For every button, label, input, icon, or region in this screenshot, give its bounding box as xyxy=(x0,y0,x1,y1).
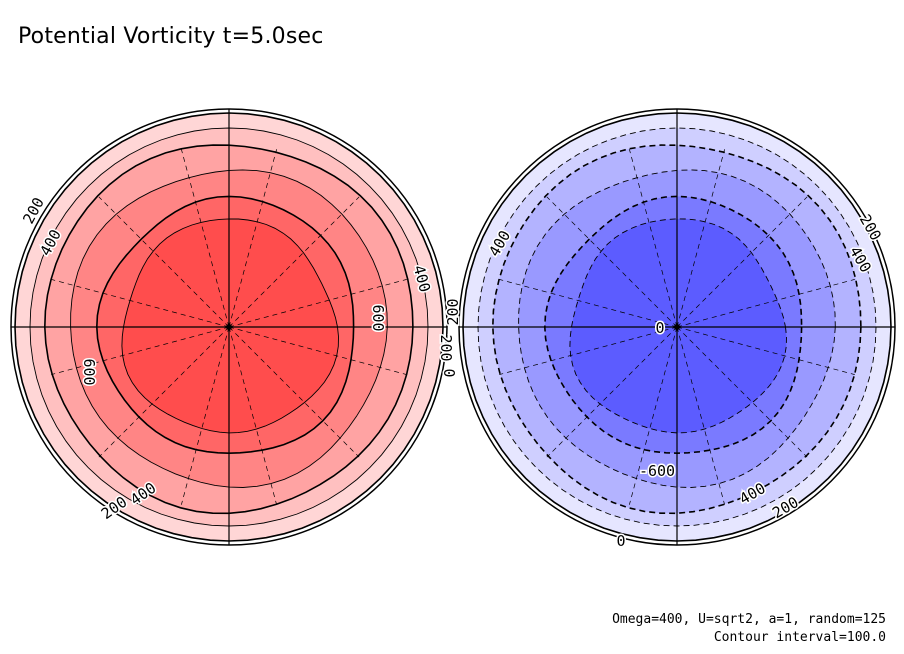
meridian-line xyxy=(676,326,725,505)
meridian-line xyxy=(228,326,277,505)
meridian-line xyxy=(629,149,678,328)
meridian-line xyxy=(676,149,725,328)
pole-marker xyxy=(674,324,680,330)
contour-interval-note: Contour interval=100.0 xyxy=(713,630,886,645)
figure-title: Potential Vorticity t=5.0sec xyxy=(18,24,324,49)
meridian-line xyxy=(228,279,407,328)
north-contour-label: 400 xyxy=(410,263,434,294)
contour-line-5 xyxy=(569,218,787,434)
meridian-line xyxy=(98,196,230,328)
south-contour-label: 200 xyxy=(444,298,462,325)
south-contour-label: -600 xyxy=(639,462,675,480)
contour-line-3 xyxy=(518,169,836,488)
south-contour-label: 0 xyxy=(441,368,459,377)
meridian-line xyxy=(181,149,230,328)
meridian-line xyxy=(499,326,678,375)
north-contour-label: 600 xyxy=(80,358,98,385)
meridian-line xyxy=(546,196,678,328)
meridian-line xyxy=(676,279,855,328)
meridian-line xyxy=(629,326,678,505)
meridian-line xyxy=(228,196,360,328)
south-contour-label: 0 xyxy=(616,532,625,550)
meridian-line xyxy=(181,326,230,505)
meridian-line xyxy=(676,326,855,375)
meridian-line xyxy=(676,326,808,458)
meridian-line xyxy=(228,326,360,458)
meridian-line xyxy=(98,326,230,458)
contour-line-2 xyxy=(491,144,862,515)
meridian-line xyxy=(228,326,407,375)
meridian-line xyxy=(499,279,678,328)
meridian-line xyxy=(546,326,678,458)
south-contour-label: 0 xyxy=(655,319,664,337)
meridian-line xyxy=(228,149,277,328)
north-contour-label: 200 xyxy=(437,334,455,361)
parameters-note: Omega=400, U=sqrt2, a=1, random=125 xyxy=(612,612,886,627)
meridian-line xyxy=(676,196,808,328)
meridian-line xyxy=(51,326,230,375)
north-contour-label: 600 xyxy=(369,304,387,331)
meridian-line xyxy=(51,279,230,328)
pole-marker xyxy=(226,324,232,330)
